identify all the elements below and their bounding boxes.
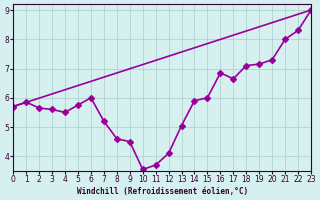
X-axis label: Windchill (Refroidissement éolien,°C): Windchill (Refroidissement éolien,°C)	[76, 187, 248, 196]
